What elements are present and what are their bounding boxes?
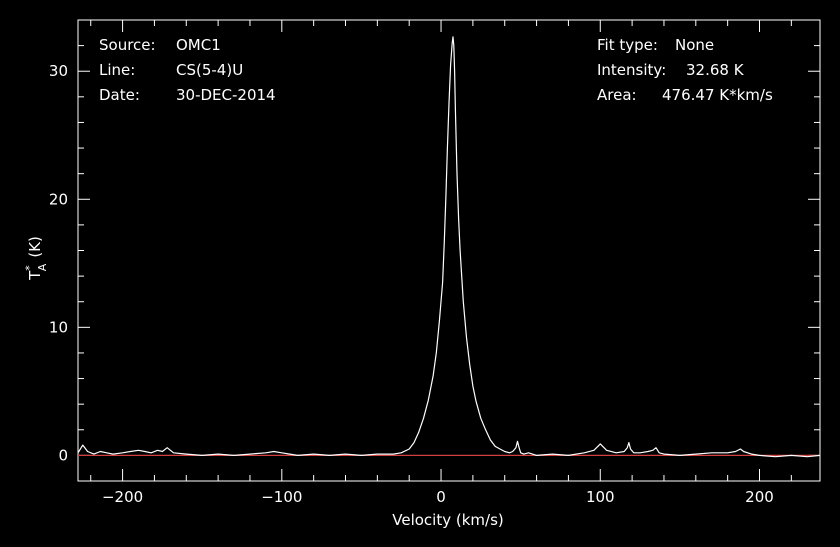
date-value: 30-DEC-2014 bbox=[176, 86, 276, 104]
area-value: 476.47 K*km/s bbox=[662, 86, 773, 104]
y-tick-label: 30 bbox=[49, 62, 68, 80]
y-tick-label: 0 bbox=[58, 446, 68, 464]
y-axis-label-main: T bbox=[26, 270, 44, 281]
intensity-value: 32.68 K bbox=[686, 61, 745, 79]
y-tick-label: 10 bbox=[49, 318, 68, 336]
svg-text:T*A(K): T*A (K) bbox=[23, 236, 49, 281]
area-key: Area: bbox=[597, 86, 637, 104]
info-right: Fit type: None Intensity: 32.68 K Area: … bbox=[597, 36, 773, 104]
axes: −200 −100 0 100 200 0 10 20 30 bbox=[49, 19, 821, 506]
source-value: OMC1 bbox=[176, 36, 221, 54]
source-key: Source: bbox=[99, 36, 156, 54]
fit-type-value: None bbox=[675, 36, 714, 54]
info-left: Source: OMC1 Line: CS(5-4)U Date: 30-DEC… bbox=[99, 36, 276, 104]
x-tick-label: 0 bbox=[436, 488, 446, 506]
x-tick-label: 100 bbox=[586, 488, 615, 506]
fit-type-key: Fit type: bbox=[597, 36, 658, 54]
series-layer bbox=[77, 36, 821, 458]
y-tick-label: 20 bbox=[49, 190, 68, 208]
x-tick-label: 200 bbox=[745, 488, 774, 506]
y-axis-label-unit: (K) bbox=[26, 236, 44, 258]
x-tick-label: −200 bbox=[102, 488, 143, 506]
x-tick-label: −100 bbox=[261, 488, 302, 506]
intensity-key: Intensity: bbox=[597, 61, 666, 79]
line-key: Line: bbox=[99, 61, 135, 79]
date-key: Date: bbox=[99, 86, 140, 104]
y-axis-label-sup: * bbox=[23, 265, 36, 271]
line-value: CS(5-4)U bbox=[176, 61, 243, 79]
y-axis-label: T*A (K) bbox=[23, 236, 49, 281]
x-axis-label: Velocity (km/s) bbox=[392, 511, 503, 529]
y-axis-label-sub: A bbox=[36, 263, 49, 271]
spectrum-line bbox=[77, 36, 821, 458]
